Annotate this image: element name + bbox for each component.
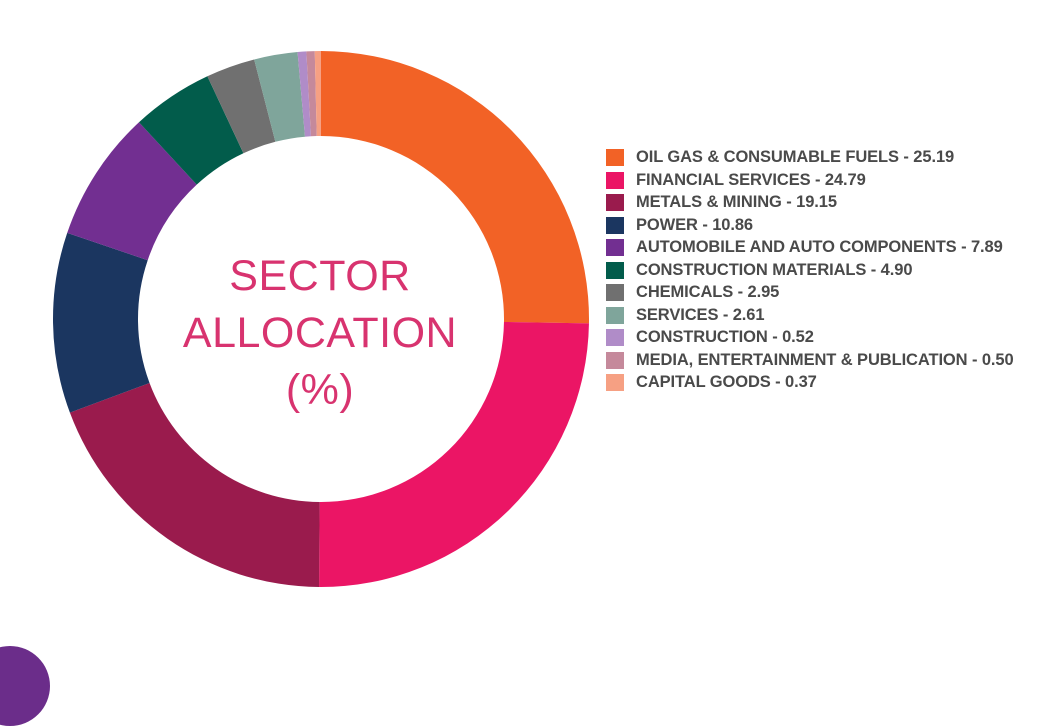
- chart-legend: OIL GAS & CONSUMABLE FUELS - 25.19 FINANC…: [606, 146, 1036, 394]
- legend-label: POWER - 10.86: [636, 215, 753, 234]
- legend-swatch: [606, 171, 624, 189]
- donut-slice-5: [67, 122, 197, 261]
- donut-slice-7: [207, 59, 276, 154]
- donut-slice-4: [53, 232, 150, 413]
- legend-swatch: [606, 284, 624, 301]
- legend-item: METALS & MINING - 19.15: [606, 191, 1036, 214]
- legend-swatch: [606, 329, 624, 346]
- legend-label: CONSTRUCTION - 0.52: [636, 328, 814, 346]
- donut-slice-8: [254, 52, 305, 142]
- legend-item: POWER - 10.86: [606, 214, 1036, 237]
- legend-swatch: [606, 194, 624, 211]
- legend-label: OIL GAS & CONSUMABLE FUELS - 25.19: [636, 148, 955, 166]
- legend-label: MEDIA, ENTERTAINMENT & PUBLICATION - 0.5…: [636, 350, 1014, 369]
- legend-item: FINANCIAL SERVICES - 24.79: [606, 169, 1036, 192]
- legend-item: CONSTRUCTION MATERIALS - 4.90: [606, 259, 1036, 282]
- legend-item: OIL GAS & CONSUMABLE FUELS - 25.19: [606, 146, 1036, 169]
- legend-item: CONSTRUCTION - 0.52: [606, 326, 1036, 349]
- legend-swatch: [606, 374, 624, 391]
- donut-slice-1: [321, 51, 589, 324]
- legend-label: FINANCIAL SERVICES - 24.79: [636, 170, 866, 189]
- chart-title-line-3: (%): [285, 366, 355, 414]
- legend-swatch: [606, 306, 624, 324]
- legend-swatch: [606, 149, 624, 166]
- legend-item: MEDIA, ENTERTAINMENT & PUBLICATION - 0.5…: [606, 349, 1036, 372]
- donut-slice-11: [314, 51, 321, 137]
- legend-label: METALS & MINING - 19.15: [636, 193, 837, 211]
- legend-swatch: [606, 216, 624, 234]
- chart-title-line-1: SECTOR: [229, 252, 411, 300]
- donut-slice-6: [138, 76, 244, 185]
- donut-slice-3: [69, 382, 320, 587]
- chart-title: SECTOR ALLOCATION (%): [140, 248, 500, 419]
- legend-label: CONSTRUCTION MATERIALS - 4.90: [636, 260, 913, 279]
- legend-swatch: [606, 351, 624, 369]
- legend-item: SERVICES - 2.61: [606, 304, 1036, 327]
- legend-item: AUTOMOBILE AND AUTO COMPONENTS - 7.89: [606, 236, 1036, 259]
- legend-swatch: [606, 239, 624, 256]
- legend-item: CHEMICALS - 2.95: [606, 281, 1036, 304]
- legend-label: CHEMICALS - 2.95: [636, 283, 780, 301]
- donut-slice-10: [306, 51, 317, 137]
- chart-title-line-2: ALLOCATION: [182, 309, 458, 357]
- legend-label: CAPITAL GOODS - 0.37: [636, 373, 817, 391]
- legend-label: SERVICES - 2.61: [636, 305, 765, 324]
- legend-item: CAPITAL GOODS - 0.37: [606, 371, 1036, 394]
- legend-label: AUTOMOBILE AND AUTO COMPONENTS - 7.89: [636, 238, 1003, 256]
- donut-slice-2: [319, 321, 589, 587]
- sector-donut-chart: [53, 51, 589, 587]
- legend-swatch: [606, 261, 624, 279]
- donut-slice-9: [297, 51, 311, 137]
